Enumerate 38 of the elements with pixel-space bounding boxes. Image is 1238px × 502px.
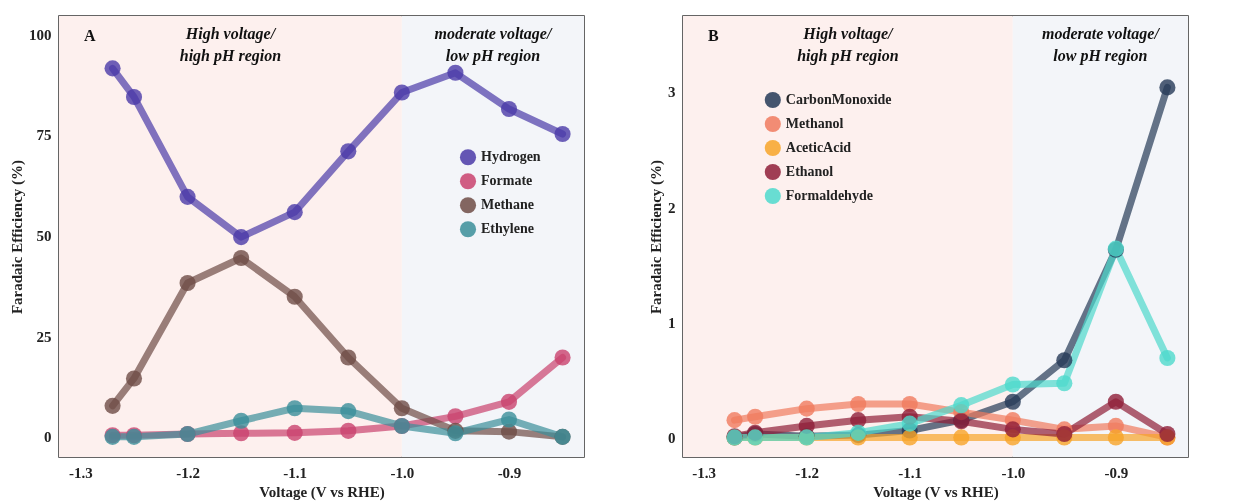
- x-tick-label: -1.1: [898, 464, 923, 481]
- text: B: [708, 27, 719, 44]
- x-tick-label: -1.1: [283, 464, 308, 481]
- y-tick-label: 100: [29, 26, 52, 43]
- x-tick-label: -1.0: [390, 464, 415, 481]
- x-tick-label: -1.3: [692, 464, 716, 481]
- x-axis-title: Voltage (V vs RHE): [259, 483, 385, 501]
- legend-label: Ethanol: [785, 163, 834, 179]
- legend-label: Methane: [481, 197, 534, 213]
- band-label: High voltage/ high pH region: [797, 25, 899, 65]
- y-tick-label: 50: [36, 227, 52, 244]
- legend-label: AceticAcid: [785, 139, 852, 155]
- text: A: [84, 27, 96, 44]
- x-tick-label: -1.2: [176, 464, 200, 481]
- band-label: moderate voltage/ low pH region: [1041, 25, 1161, 65]
- y-axis-title: Faradaic Efficiency (%): [9, 159, 26, 315]
- x-tick-label: -1.0: [1001, 464, 1026, 481]
- y-axis-title: Faradaic Efficiency (%): [648, 159, 665, 315]
- y-tick-label: 25: [36, 328, 52, 345]
- y-tick-label: 0: [44, 429, 52, 446]
- y-tick-label: 75: [36, 127, 52, 144]
- legend-label: CarbonMonoxide: [785, 91, 892, 107]
- band-label: moderate voltage/ low pH region: [434, 25, 553, 65]
- legend-label: Formaldehyde: [785, 187, 873, 203]
- x-tick-label: -0.9: [1104, 464, 1129, 481]
- x-tick-label: -1.3: [69, 464, 93, 481]
- legend-label: Formate: [481, 173, 533, 189]
- y-tick-label: 3: [668, 84, 676, 101]
- legend-label: Hydrogen: [481, 149, 541, 165]
- y-tick-label: 0: [668, 429, 676, 446]
- x-axis-title: Voltage (V vs RHE): [873, 483, 999, 501]
- y-tick-label: 2: [668, 199, 676, 216]
- band-label: High voltage/ high pH region: [179, 25, 282, 65]
- x-tick-label: -0.9: [497, 464, 522, 481]
- x-tick-label: -1.2: [795, 464, 820, 481]
- legend-label: Methanol: [785, 115, 844, 131]
- y-tick-label: 1: [668, 314, 676, 331]
- legend-label: Ethylene: [481, 221, 534, 237]
